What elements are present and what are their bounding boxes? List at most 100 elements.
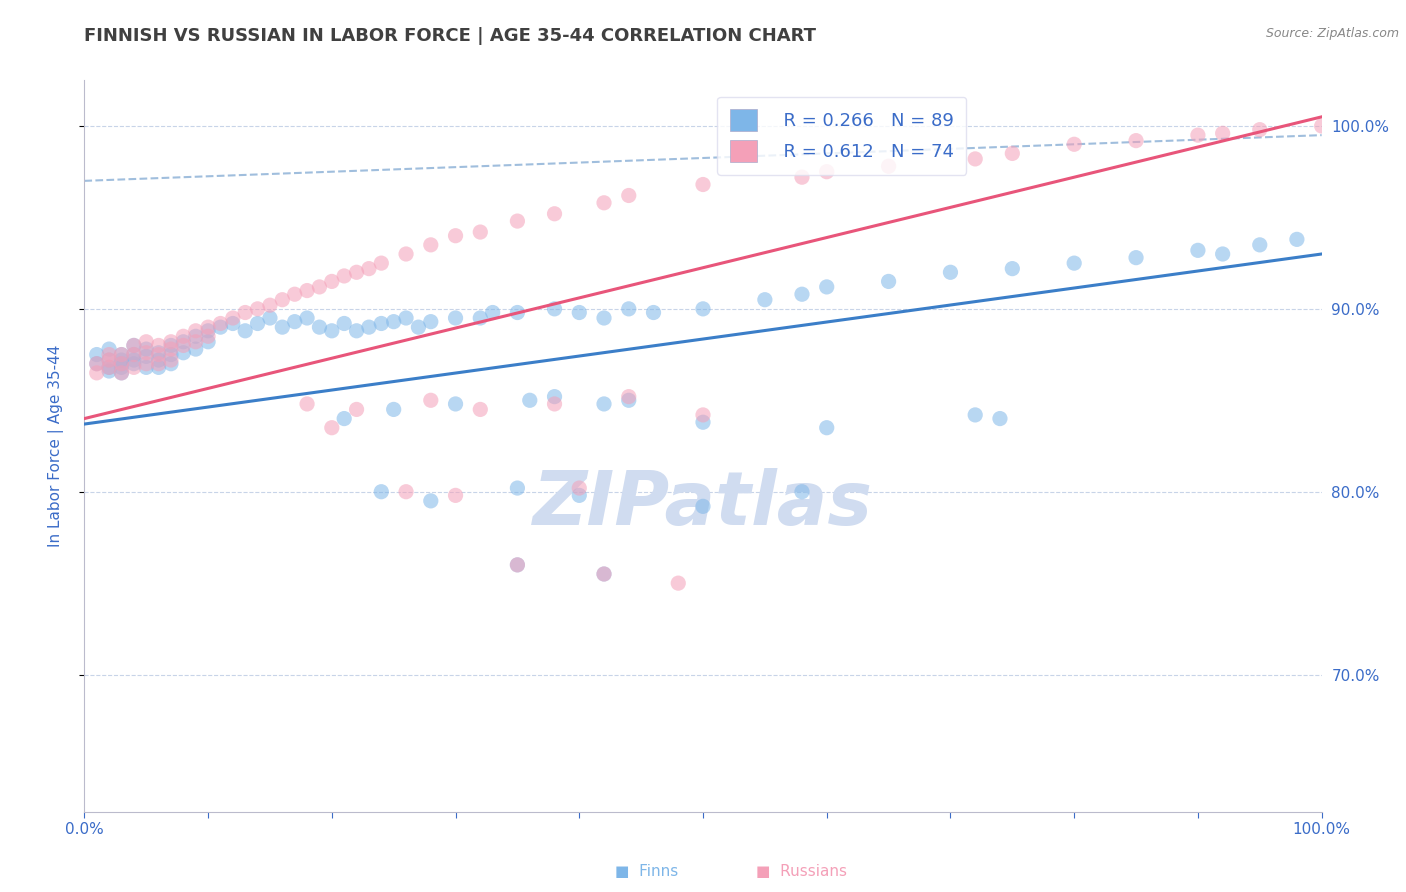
Point xyxy=(988,411,1011,425)
Point xyxy=(568,488,591,502)
Point xyxy=(568,305,591,319)
Point xyxy=(470,310,492,325)
Point xyxy=(419,493,441,508)
Point xyxy=(333,268,356,283)
Point xyxy=(284,287,307,301)
Point xyxy=(148,347,170,362)
Point xyxy=(617,390,640,404)
Point xyxy=(222,317,245,331)
Point xyxy=(197,320,219,334)
Point xyxy=(395,247,418,261)
Point xyxy=(321,324,343,338)
Point xyxy=(172,329,194,343)
Point xyxy=(444,488,467,502)
Point xyxy=(110,347,132,362)
Point xyxy=(444,228,467,243)
Point xyxy=(184,324,207,338)
Point xyxy=(197,324,219,338)
Point xyxy=(419,393,441,408)
Point xyxy=(939,265,962,279)
Point xyxy=(271,293,294,307)
Text: ■  Finns: ■ Finns xyxy=(616,863,678,879)
Point xyxy=(209,317,232,331)
Point xyxy=(382,402,405,417)
Point xyxy=(790,170,813,185)
Point xyxy=(259,298,281,312)
Point xyxy=(160,338,183,352)
Point xyxy=(692,178,714,192)
Point xyxy=(519,393,541,408)
Point xyxy=(308,320,330,334)
Point xyxy=(110,347,132,362)
Point xyxy=(246,317,269,331)
Point xyxy=(370,256,392,270)
Point xyxy=(1001,261,1024,276)
Point xyxy=(419,315,441,329)
Point xyxy=(370,484,392,499)
Point xyxy=(593,567,616,582)
Point xyxy=(444,397,467,411)
Point xyxy=(790,484,813,499)
Point xyxy=(1285,232,1308,246)
Point xyxy=(965,408,987,422)
Point xyxy=(122,357,145,371)
Point xyxy=(148,338,170,352)
Point xyxy=(122,360,145,375)
Point xyxy=(357,320,380,334)
Point xyxy=(184,334,207,349)
Point xyxy=(692,301,714,316)
Point xyxy=(617,393,640,408)
Point xyxy=(877,159,900,173)
Point xyxy=(395,484,418,499)
Point xyxy=(233,305,256,319)
Point xyxy=(86,357,108,371)
Point xyxy=(877,274,900,288)
Point xyxy=(184,342,207,356)
Point xyxy=(110,353,132,368)
Point xyxy=(370,317,392,331)
Point xyxy=(593,567,616,582)
Point xyxy=(506,558,529,572)
Point xyxy=(543,390,565,404)
Point xyxy=(1001,146,1024,161)
Point xyxy=(122,347,145,362)
Point xyxy=(419,237,441,252)
Point xyxy=(110,366,132,380)
Point xyxy=(815,280,838,294)
Point xyxy=(593,310,616,325)
Point xyxy=(692,408,714,422)
Point xyxy=(395,310,418,325)
Text: ZIPatlas: ZIPatlas xyxy=(533,468,873,541)
Point xyxy=(86,366,108,380)
Point xyxy=(110,360,132,375)
Point xyxy=(135,350,157,364)
Point xyxy=(754,293,776,307)
Point xyxy=(98,353,121,368)
Point xyxy=(308,280,330,294)
Point xyxy=(259,310,281,325)
Point xyxy=(110,366,132,380)
Point xyxy=(284,315,307,329)
Point xyxy=(246,301,269,316)
Point xyxy=(148,357,170,371)
Point xyxy=(222,310,245,325)
Point xyxy=(86,357,108,371)
Point xyxy=(1063,256,1085,270)
Point xyxy=(1125,134,1147,148)
Point xyxy=(617,301,640,316)
Point xyxy=(357,261,380,276)
Point xyxy=(692,415,714,429)
Point xyxy=(172,334,194,349)
Text: ■  Russians: ■ Russians xyxy=(756,863,846,879)
Point xyxy=(790,287,813,301)
Point xyxy=(148,353,170,368)
Point xyxy=(506,481,529,495)
Point xyxy=(666,576,689,591)
Point xyxy=(593,195,616,210)
Point xyxy=(506,305,529,319)
Point xyxy=(160,353,183,368)
Point xyxy=(481,305,503,319)
Point xyxy=(160,347,183,362)
Point xyxy=(110,357,132,371)
Point xyxy=(110,357,132,371)
